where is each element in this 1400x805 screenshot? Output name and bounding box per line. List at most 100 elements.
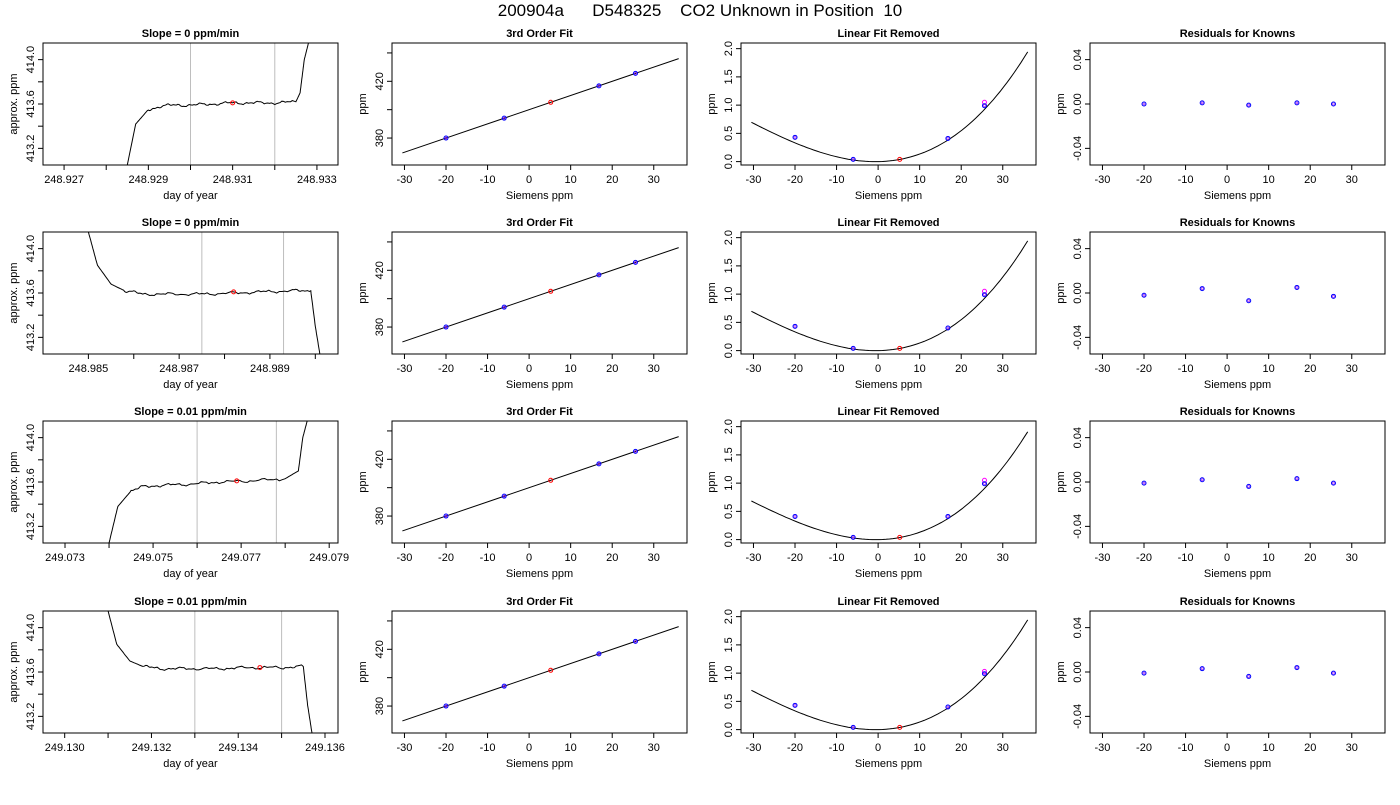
- y-tick-label: 0.0: [723, 722, 735, 737]
- panel-r3-c2: -30 -20 -10 0 10 20 30 380 420 3rd Order Fit Sieme…: [357, 406, 688, 580]
- known-point: [1141, 292, 1147, 298]
- known-point: [1141, 480, 1147, 486]
- y-axis-label: ppm: [706, 471, 718, 492]
- x-tick-label: 10: [565, 363, 577, 375]
- x-tick-label: 0: [526, 742, 532, 754]
- x-tick-label: -10: [829, 363, 845, 375]
- x-tick-label: 0: [875, 363, 881, 375]
- known-point: [1294, 100, 1300, 106]
- panel-r4-c3: -30 -20 -10 0 10 20 30 0.0 0.5 1.0 1.5 2.0 Linear Fi…: [706, 596, 1037, 770]
- y-tick-label: 414.0: [25, 235, 37, 263]
- x-tick-label: 20: [955, 174, 967, 186]
- known-point-inner: [851, 726, 855, 729]
- plot-area: [1141, 100, 1336, 108]
- plot-area: [402, 436, 679, 532]
- y-axis-label: ppm: [706, 93, 718, 114]
- unknown-point: [897, 534, 903, 540]
- y-tick-label: 2.0: [723, 609, 735, 624]
- known-point: [443, 324, 449, 330]
- x-tick-label: 0: [1224, 552, 1230, 564]
- x-axis-label: Siemens ppm: [855, 568, 922, 580]
- y-tick-label: 420: [374, 261, 386, 279]
- known-point: [1199, 100, 1205, 106]
- known-point-inner: [1295, 477, 1299, 480]
- known-point-inner: [793, 704, 797, 707]
- x-tick-label: 248.933: [297, 174, 337, 186]
- x-tick-label: 30: [648, 552, 660, 564]
- plot-frame: [391, 610, 688, 734]
- x-tick-label: 10: [565, 742, 577, 754]
- x-tick-label: -10: [480, 552, 496, 564]
- known-point: [945, 704, 951, 710]
- known-point-inner: [597, 273, 601, 277]
- plot-frame: [740, 42, 1037, 166]
- x-tick-label: 249.079: [309, 552, 349, 564]
- plot-frame: [740, 420, 1037, 544]
- y-tick-label: -0.04: [1072, 704, 1084, 729]
- unknown-point: [897, 345, 903, 351]
- known-point-inner: [1295, 666, 1299, 669]
- known-point: [850, 534, 856, 540]
- known-point: [945, 325, 951, 331]
- y-axis-label: approx. ppm: [8, 451, 20, 512]
- known-point-inner: [1332, 102, 1335, 106]
- known-point: [981, 481, 987, 487]
- panel-r2-c1: 248.985 248.987 248.989 413.2 413.6 414.0 Slop…: [8, 217, 339, 391]
- known-point-inner: [793, 136, 797, 139]
- x-tick-label: -30: [1095, 174, 1111, 186]
- fit-line: [402, 247, 679, 343]
- x-tick-label: -10: [1178, 742, 1194, 754]
- known-point: [632, 638, 638, 644]
- known-point-inner: [597, 652, 601, 656]
- plot-area: [751, 431, 1029, 541]
- y-axis-label: ppm: [1055, 471, 1067, 492]
- known-point-inner: [1247, 103, 1251, 107]
- fit-line: [402, 436, 679, 532]
- x-tick-label: 249.132: [132, 742, 172, 754]
- x-tick-label: 249.136: [305, 742, 345, 754]
- known-point-alt: [981, 668, 987, 674]
- plot-frame: [740, 610, 1037, 734]
- fit-curve: [751, 431, 1029, 541]
- known-point: [850, 724, 856, 730]
- x-tick-label: -10: [480, 174, 496, 186]
- x-tick-label: 249.130: [45, 742, 85, 754]
- y-tick-label: 413.2: [25, 703, 37, 731]
- x-tick-label: 10: [1263, 174, 1275, 186]
- plot-frame: [1089, 42, 1386, 166]
- plot-area: [402, 626, 679, 722]
- known-point-inner: [1247, 485, 1251, 488]
- x-tick-label: 10: [914, 174, 926, 186]
- unknown-mean-marker: [234, 478, 240, 484]
- y-tick-label: 420: [374, 450, 386, 468]
- panel-r2-c2: -30 -20 -10 0 10 20 30 380 420 3rd Order Fit Sieme…: [357, 217, 688, 391]
- y-tick-label: 413.6: [25, 658, 37, 686]
- known-point: [443, 703, 449, 709]
- known-point: [596, 83, 602, 89]
- y-tick-label: 1.0: [723, 665, 735, 680]
- x-tick-label: 30: [648, 742, 660, 754]
- unknown-mean-marker: [230, 100, 236, 106]
- known-point-inner: [1295, 101, 1299, 105]
- y-axis-label: ppm: [1055, 282, 1067, 303]
- known-point: [792, 134, 798, 140]
- x-tick-label: 10: [914, 363, 926, 375]
- y-tick-label: 2.0: [723, 419, 735, 434]
- known-point-inner: [1200, 667, 1204, 670]
- x-tick-label: 0: [1224, 174, 1230, 186]
- x-tick-label: -10: [829, 174, 845, 186]
- known-point: [501, 115, 507, 121]
- x-tick-label: 20: [955, 363, 967, 375]
- x-axis-label: Siemens ppm: [1204, 190, 1271, 202]
- known-point: [1330, 101, 1336, 107]
- known-point: [792, 702, 798, 708]
- panel-title: Linear Fit Removed: [837, 406, 939, 418]
- y-axis-label: approx. ppm: [8, 641, 20, 702]
- x-axis-label: Siemens ppm: [506, 568, 573, 580]
- known-point-inner: [1142, 671, 1146, 675]
- x-tick-label: 30: [648, 174, 660, 186]
- y-axis-label: ppm: [706, 661, 718, 682]
- y-tick-label: 380: [374, 129, 386, 147]
- y-tick-label: 1.0: [723, 286, 735, 301]
